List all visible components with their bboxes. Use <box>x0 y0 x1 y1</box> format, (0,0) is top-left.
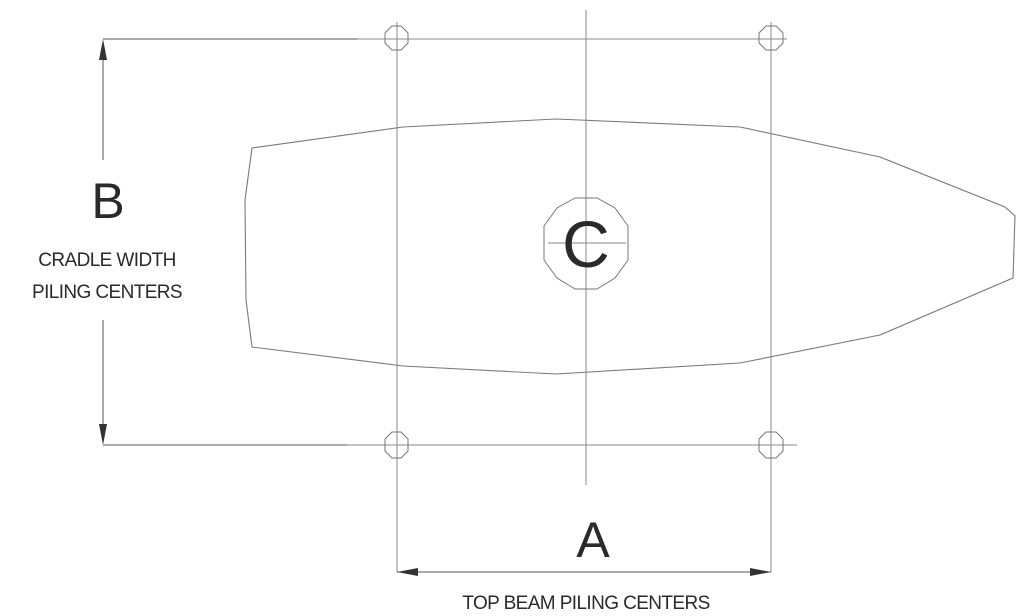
center-piling <box>543 197 629 290</box>
piling-bottom-right <box>758 431 784 459</box>
pilings <box>384 25 784 459</box>
piling-top-right <box>758 25 784 51</box>
piling-bottom-left <box>384 431 409 459</box>
label-a-caption: TOP BEAM PILING CENTERS <box>462 593 709 614</box>
b-arrow-up <box>99 39 107 60</box>
a-arrow-right <box>750 568 771 576</box>
hull-outline <box>244 118 1016 375</box>
label-b-caption-line2: PILING CENTERS <box>32 282 182 303</box>
label-c: C <box>562 207 610 281</box>
dimension-a <box>397 568 771 576</box>
b-arrow-down <box>99 424 107 445</box>
centerlines <box>347 10 797 572</box>
label-b: B <box>91 173 124 229</box>
piling-top-left <box>384 25 409 51</box>
label-a: A <box>576 512 610 568</box>
dimension-b <box>99 39 107 445</box>
a-arrow-left <box>397 568 418 576</box>
label-b-caption-line1: CRADLE WIDTH <box>38 250 175 271</box>
